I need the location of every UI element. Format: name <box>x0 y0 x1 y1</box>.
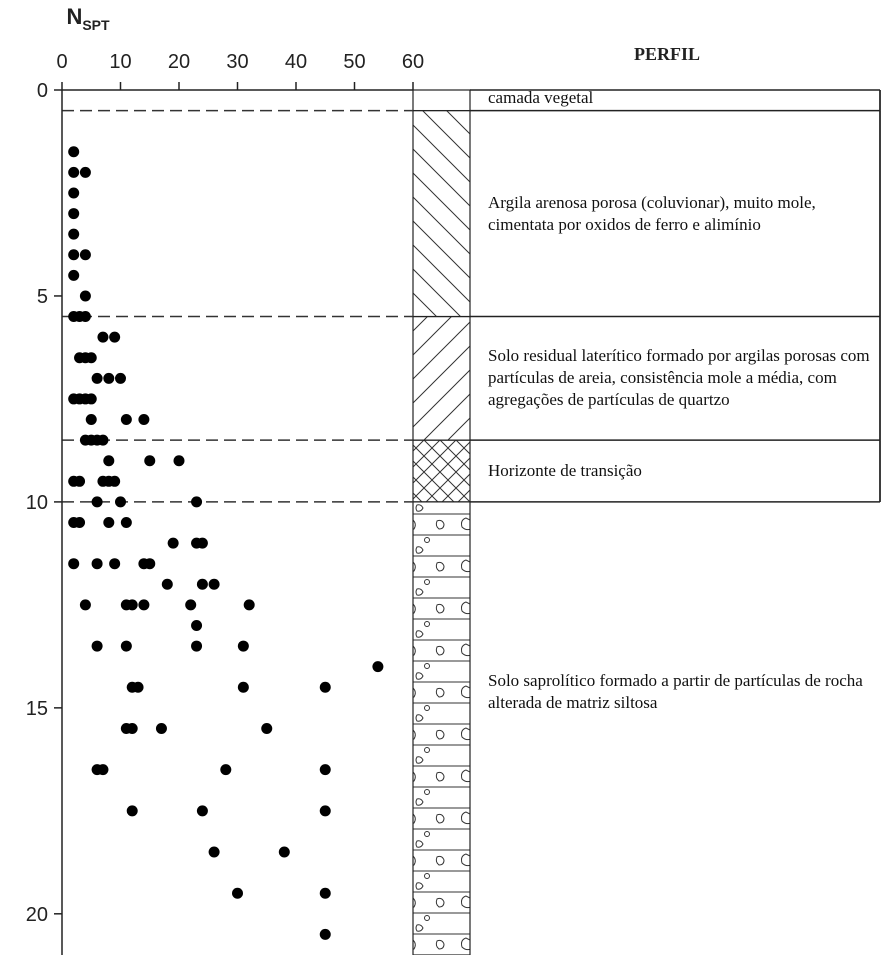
data-point <box>68 269 80 281</box>
data-point <box>103 517 115 528</box>
data-point <box>109 475 121 487</box>
data-point <box>155 722 167 734</box>
data-point <box>74 475 86 487</box>
data-point <box>68 146 80 158</box>
layer-description: Solo residual laterítico formado por arg… <box>488 346 870 410</box>
data-point <box>319 805 331 817</box>
data-point <box>79 311 91 323</box>
layer-pattern <box>412 315 471 441</box>
data-point <box>109 558 121 570</box>
data-point <box>115 372 126 384</box>
x-tick-label: 10 <box>109 51 131 73</box>
data-point <box>85 393 97 405</box>
data-point <box>237 681 249 693</box>
layer-description: Solo saprolítico formado a partir de par… <box>488 671 863 713</box>
layer-description: Argila arenosa porosa (coluvionar), muit… <box>488 192 816 234</box>
data-point <box>74 517 86 528</box>
data-point <box>68 558 80 570</box>
data-point <box>144 455 156 467</box>
data-point <box>126 805 138 817</box>
data-point <box>132 681 144 693</box>
y-tick-label: 20 <box>26 904 48 926</box>
data-point <box>191 640 203 652</box>
layer-pattern <box>412 439 471 503</box>
data-point <box>196 805 208 817</box>
data-point <box>115 496 126 508</box>
data-point <box>120 414 132 426</box>
y-tick-label: 0 <box>37 80 48 102</box>
y-tick-label: 10 <box>26 492 48 514</box>
data-point <box>120 640 132 652</box>
data-point <box>220 764 232 776</box>
data-point <box>68 228 80 240</box>
data-point <box>191 619 203 631</box>
y-tick-label: 5 <box>37 286 48 308</box>
data-point <box>91 496 103 508</box>
data-point <box>79 249 91 261</box>
data-point <box>138 414 150 426</box>
data-point <box>191 496 203 508</box>
data-point <box>85 414 97 426</box>
data-point <box>319 764 331 776</box>
x-tick-label: 0 <box>56 51 67 73</box>
data-point <box>196 537 208 549</box>
x-tick-label: 60 <box>402 51 424 73</box>
data-point <box>109 331 121 343</box>
data-point <box>68 208 80 220</box>
data-point <box>372 661 384 673</box>
data-point <box>208 846 220 858</box>
data-point <box>138 599 150 611</box>
data-point <box>161 578 173 590</box>
data-point <box>79 166 91 178</box>
data-point <box>97 434 109 446</box>
x-tick-label: 20 <box>168 51 190 73</box>
data-point <box>144 558 156 570</box>
x-tick-label: 40 <box>285 51 307 73</box>
x-tick-label: 50 <box>343 51 365 73</box>
data-point <box>68 249 80 261</box>
layer-pattern <box>412 501 471 955</box>
data-point <box>173 455 185 467</box>
profile-title: PERFIL <box>634 44 700 64</box>
plot: 0 10 20 30 40 50 60 0 5 10 15 20 <box>26 51 881 955</box>
data-point <box>232 887 243 899</box>
data-point <box>103 455 115 467</box>
layer-description: camada vegetal <box>488 88 594 107</box>
data-point <box>237 640 249 652</box>
data-point <box>91 558 103 570</box>
x-axis-title: NSPT <box>66 4 110 33</box>
data-point <box>261 722 273 734</box>
data-point <box>79 290 91 302</box>
data-point <box>120 517 132 528</box>
data-point <box>319 928 331 940</box>
layer-pattern <box>412 89 471 112</box>
data-point <box>319 681 331 693</box>
data-point <box>91 372 103 384</box>
data-point <box>126 722 138 734</box>
data-point <box>97 764 109 776</box>
data-point <box>68 166 80 178</box>
data-point <box>243 599 255 611</box>
data-point <box>79 599 91 611</box>
data-point <box>126 599 138 611</box>
y-tick-label: 15 <box>26 698 48 720</box>
data-point <box>68 187 80 199</box>
x-axis-title-sub: SPT <box>82 17 110 33</box>
data-point <box>196 578 208 590</box>
layer-pattern <box>412 109 471 318</box>
data-point <box>319 887 331 899</box>
layer-description: Horizonte de transição <box>488 461 642 480</box>
data-point <box>97 331 109 343</box>
data-point <box>185 599 197 611</box>
x-axis-title-main: N <box>66 4 82 29</box>
data-point <box>91 640 103 652</box>
data-point <box>103 372 115 384</box>
data-point <box>167 537 179 549</box>
data-point <box>85 352 97 364</box>
x-tick-label: 30 <box>226 51 248 73</box>
data-point <box>208 578 220 590</box>
data-point <box>278 846 290 858</box>
